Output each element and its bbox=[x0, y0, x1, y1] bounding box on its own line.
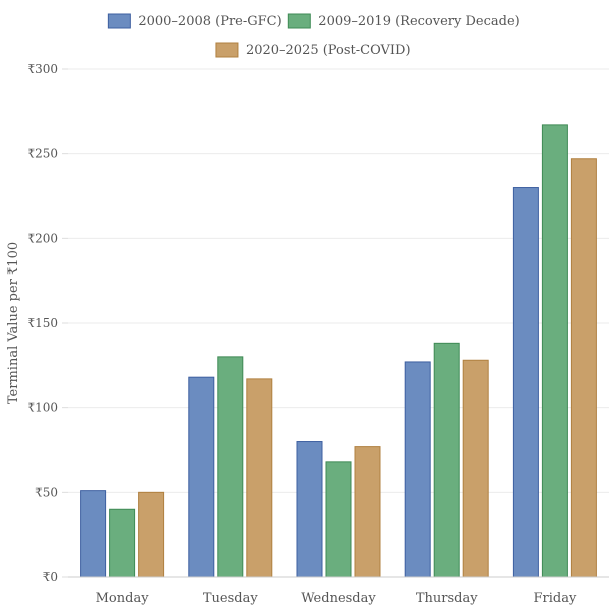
x-tick-label: Thursday bbox=[416, 591, 478, 606]
legend-label: 2000–2008 (Pre-GFC) bbox=[138, 14, 281, 29]
bar[interactable] bbox=[541, 124, 568, 578]
x-axis-labels: Monday Tuesday Wednesday Thursday Friday bbox=[96, 591, 577, 606]
y-axis-ticks: ₹0 ₹50 ₹100 ₹150 ₹200 ₹250 ₹300 bbox=[27, 62, 58, 584]
y-tick-label: ₹100 bbox=[27, 401, 58, 415]
bar[interactable] bbox=[354, 446, 381, 578]
bar[interactable] bbox=[217, 356, 244, 578]
bar[interactable] bbox=[296, 441, 323, 578]
bar[interactable] bbox=[512, 187, 539, 578]
bar[interactable] bbox=[325, 461, 352, 578]
legend-item[interactable]: 2020–2025 (Post-COVID) bbox=[215, 42, 411, 58]
y-tick-label: ₹150 bbox=[27, 316, 58, 330]
y-tick-label: ₹200 bbox=[27, 231, 58, 245]
y-tick-label: ₹250 bbox=[27, 147, 58, 161]
bar[interactable] bbox=[404, 361, 431, 578]
bar[interactable] bbox=[109, 508, 136, 578]
bar[interactable] bbox=[462, 359, 489, 578]
x-tick-label: Friday bbox=[533, 591, 576, 606]
x-tick-label: Wednesday bbox=[301, 591, 376, 606]
bars bbox=[80, 124, 597, 578]
legend-swatch bbox=[287, 13, 311, 29]
legend-label: 2009–2019 (Recovery Decade) bbox=[318, 14, 519, 29]
bar[interactable] bbox=[138, 491, 165, 578]
bar[interactable] bbox=[433, 342, 460, 578]
legend-swatch bbox=[107, 13, 131, 29]
y-tick-label: ₹0 bbox=[43, 570, 58, 584]
legend-label: 2020–2025 (Post-COVID) bbox=[246, 43, 411, 58]
y-axis-title: Terminal Value per ₹100 bbox=[6, 242, 21, 404]
bar[interactable] bbox=[188, 376, 215, 578]
y-tick-label: ₹50 bbox=[35, 485, 58, 499]
legend: 2000–2008 (Pre-GFC) 2009–2019 (Recovery D… bbox=[107, 13, 520, 58]
bar[interactable] bbox=[246, 378, 273, 578]
bar[interactable] bbox=[80, 490, 107, 578]
y-tick-label: ₹300 bbox=[27, 62, 58, 76]
x-tick-label: Tuesday bbox=[203, 591, 258, 606]
x-tick-label: Monday bbox=[96, 591, 150, 606]
legend-item[interactable]: 2000–2008 (Pre-GFC) bbox=[107, 13, 282, 29]
bar[interactable] bbox=[570, 158, 597, 578]
legend-swatch bbox=[215, 42, 239, 58]
legend-item[interactable]: 2009–2019 (Recovery Decade) bbox=[287, 13, 520, 29]
